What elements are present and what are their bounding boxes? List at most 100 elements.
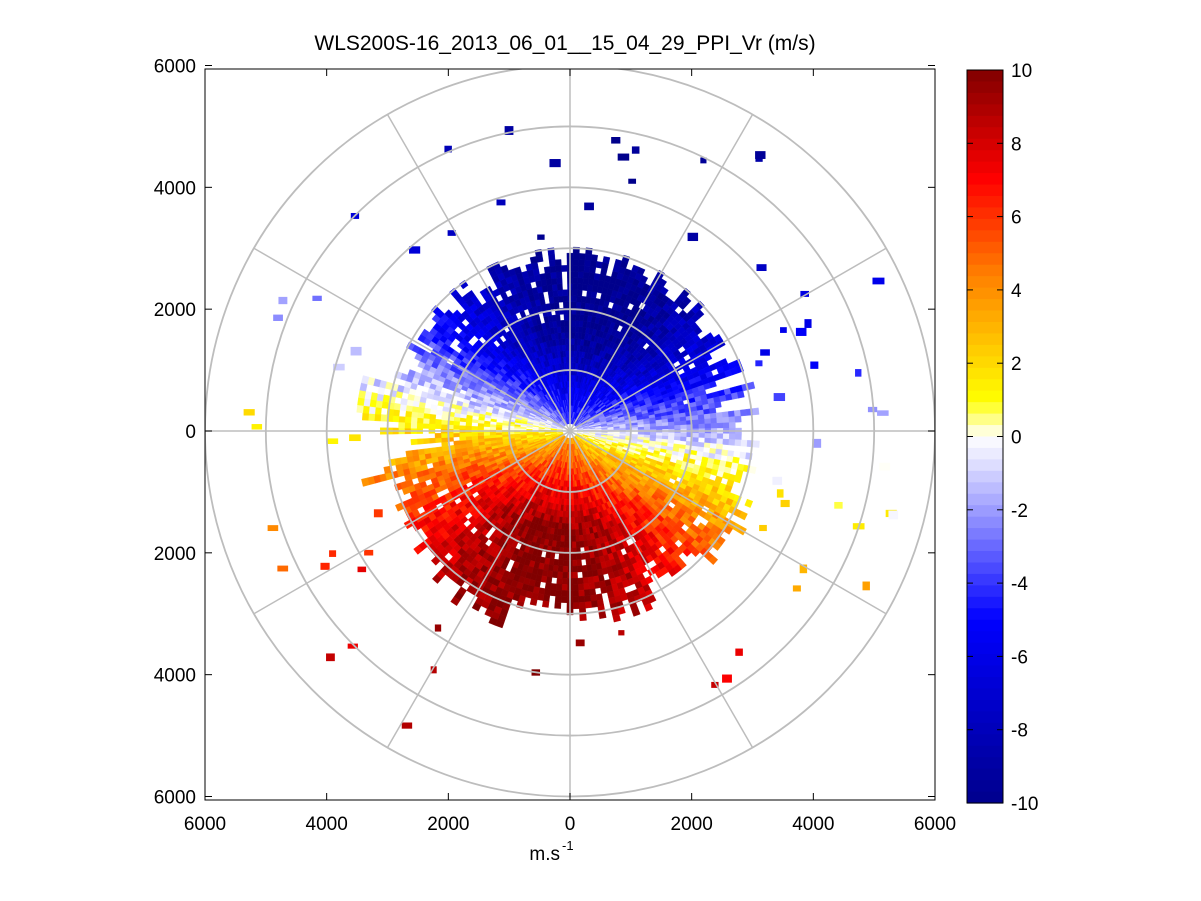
velocity-cell xyxy=(564,332,569,339)
velocity-cell xyxy=(582,283,589,291)
velocity-cell xyxy=(734,409,742,417)
velocity-cell xyxy=(423,412,431,419)
velocity-cell xyxy=(872,277,885,285)
velocity-cell xyxy=(727,410,736,418)
velocity-cell xyxy=(579,614,587,622)
velocity-cell xyxy=(399,403,407,412)
velocity-cell xyxy=(637,426,645,431)
velocity-cell xyxy=(575,535,580,542)
velocity-cell xyxy=(465,435,473,441)
velocity-cell xyxy=(680,436,687,442)
velocity-cell xyxy=(441,441,449,447)
velocity-cell xyxy=(618,630,625,636)
velocity-cell xyxy=(576,559,582,567)
velocity-cell xyxy=(584,259,592,267)
velocity-cell xyxy=(585,558,592,566)
velocity-cell xyxy=(715,412,723,419)
velocity-cell xyxy=(576,553,582,561)
velocity-cell xyxy=(575,313,581,321)
velocity-cell xyxy=(459,424,466,430)
velocity-cell xyxy=(710,423,718,429)
velocity-cell xyxy=(572,584,579,591)
velocity-cell xyxy=(636,266,646,276)
velocity-cell xyxy=(579,540,585,548)
velocity-cell xyxy=(326,653,335,662)
velocity-cell xyxy=(804,319,812,328)
velocity-cell xyxy=(576,289,583,297)
velocity-cell xyxy=(571,541,577,549)
velocity-cell xyxy=(721,411,729,418)
velocity-cell xyxy=(434,437,442,444)
velocity-cell xyxy=(267,525,279,532)
velocity-cell xyxy=(734,415,742,423)
velocity-cell xyxy=(748,465,757,474)
velocity-cell xyxy=(600,586,608,594)
velocity-cell xyxy=(544,582,552,590)
velocity-cell xyxy=(453,432,460,438)
velocity-cell xyxy=(410,416,418,424)
velocity-cell xyxy=(435,409,443,416)
velocity-cell xyxy=(656,425,663,430)
velocity-cell xyxy=(703,353,713,362)
velocity-cell xyxy=(792,585,801,592)
velocity-cell xyxy=(583,583,590,591)
velocity-cell xyxy=(855,369,862,377)
velocity-cell xyxy=(739,451,747,460)
velocity-cell xyxy=(740,439,748,447)
velocity-cell xyxy=(423,448,431,455)
velocity-cell xyxy=(734,439,742,447)
velocity-cell xyxy=(722,416,730,424)
velocity-cell xyxy=(453,440,461,446)
velocity-cell xyxy=(410,438,418,446)
velocity-cell xyxy=(555,314,561,322)
velocity-cell xyxy=(483,434,491,439)
velocity-cell xyxy=(428,423,436,429)
velocity-cell xyxy=(590,600,599,608)
velocity-cell xyxy=(577,583,585,591)
velocity-cell xyxy=(716,417,724,424)
velocity-cell xyxy=(744,498,754,508)
velocity-cell xyxy=(659,286,669,296)
velocity-cell xyxy=(251,424,263,430)
velocity-cell xyxy=(661,422,669,427)
velocity-cell xyxy=(459,432,466,438)
velocity-cell xyxy=(697,414,705,420)
velocity-cell xyxy=(571,505,575,512)
velocity-cell xyxy=(628,178,637,184)
velocity-cell xyxy=(560,326,566,333)
velocity-cell xyxy=(357,397,365,406)
velocity-cell xyxy=(405,450,413,458)
velocity-cell xyxy=(576,565,583,573)
velocity-cell xyxy=(411,449,419,457)
velocity-cell xyxy=(710,438,718,445)
velocity-cell xyxy=(619,427,627,431)
velocity-cell xyxy=(369,399,377,408)
velocity-cell xyxy=(698,437,706,444)
velocity-cell xyxy=(564,338,569,345)
velocity-cell xyxy=(674,421,681,426)
velocity-cell xyxy=(545,278,553,286)
velocity-cell xyxy=(572,259,580,266)
velocity-cell xyxy=(704,418,712,425)
velocity-cell xyxy=(558,295,564,303)
velocity-cell xyxy=(575,639,585,647)
velocity-cell xyxy=(440,424,448,430)
velocity-cell xyxy=(368,413,376,421)
velocity-cell xyxy=(564,517,569,524)
velocity-cell xyxy=(571,313,577,321)
velocity-cell xyxy=(553,296,559,304)
velocity-cell xyxy=(548,253,556,261)
velocity-cell xyxy=(576,301,582,309)
velocity-cell xyxy=(398,409,406,417)
velocity-cell xyxy=(695,309,705,319)
velocity-cell xyxy=(674,432,681,438)
velocity-cell xyxy=(465,425,472,430)
velocity-cell xyxy=(554,601,562,609)
velocity-cell xyxy=(574,516,579,524)
velocity-cell xyxy=(562,565,568,573)
velocity-cell xyxy=(772,476,783,485)
velocity-cell xyxy=(735,433,742,441)
velocity-cell xyxy=(582,571,589,579)
velocity-cell xyxy=(674,424,681,430)
velocity-cell xyxy=(566,374,570,382)
